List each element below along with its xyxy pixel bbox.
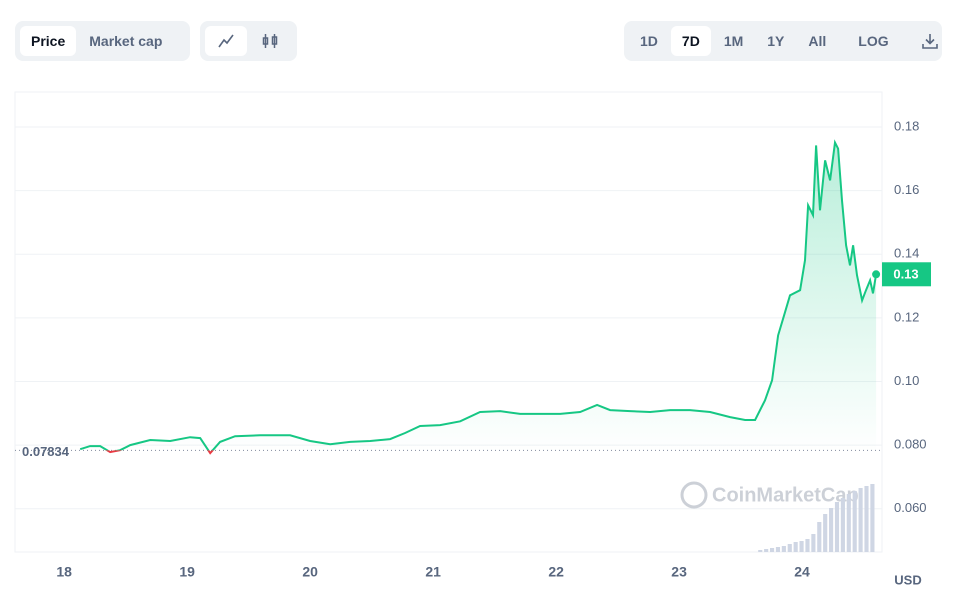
volume-bar	[846, 494, 851, 552]
volume-bar	[787, 544, 792, 552]
x-tick-label: 24	[794, 564, 810, 580]
currency-label: USD	[894, 572, 921, 587]
x-tick-label: 20	[302, 564, 318, 580]
volume-bar	[864, 486, 869, 552]
x-tick-label: 19	[179, 564, 195, 580]
y-tick-label: 0.080	[894, 437, 927, 452]
watermark-logo	[680, 481, 708, 509]
volume-bar	[758, 550, 763, 552]
x-tick-label: 23	[671, 564, 687, 580]
volume-bar	[840, 498, 845, 552]
plot-frame	[14, 91, 883, 553]
range[interactable]: 1M	[723, 33, 744, 49]
volume-bar	[799, 541, 804, 552]
x-tick-label: 22	[548, 564, 564, 580]
last-point	[872, 270, 881, 279]
volume-bar	[852, 491, 857, 552]
tab[interactable]: Market cap	[89, 33, 163, 49]
range[interactable]: 1Y	[767, 33, 785, 49]
chart-style	[200, 21, 297, 61]
y-tick-label: 0.12	[894, 309, 919, 324]
area	[80, 142, 877, 451]
watermark-text: CoinMarketCap	[712, 484, 859, 506]
x-tick-label: 21	[425, 564, 441, 580]
range[interactable]: 7D	[670, 26, 711, 56]
volume-bar	[775, 547, 781, 552]
candle-style-button[interactable]	[249, 26, 291, 56]
volume-bar	[817, 522, 822, 552]
price-line-below	[105, 450, 214, 455]
download-button[interactable]	[910, 26, 950, 56]
volume-bar	[870, 484, 875, 552]
range[interactable]: All	[808, 33, 827, 49]
volume-bar	[858, 488, 863, 552]
tab[interactable]: Price	[20, 26, 77, 56]
volume-bar	[805, 539, 810, 552]
price-badge	[882, 262, 931, 287]
y-tick-label: 0.060	[894, 500, 927, 515]
watermark: CoinMarketCap	[680, 481, 859, 509]
volume-bar	[764, 549, 769, 552]
x-tick-label: 18	[56, 564, 72, 580]
price-badge-label: 0.13	[893, 267, 918, 282]
volume-bar	[829, 508, 834, 552]
y-tick-label: 0.10	[894, 373, 919, 388]
volume-bar	[769, 548, 775, 552]
y-tick-label: 0.14	[894, 246, 919, 261]
line-icon	[218, 34, 234, 48]
reference-label: 0.07834	[22, 444, 70, 459]
range[interactable]: 1D	[640, 33, 658, 49]
price-line	[79, 139, 878, 451]
download-icon	[921, 34, 938, 49]
y-tick-label: 0.18	[894, 118, 919, 133]
candle-icon	[262, 34, 278, 48]
volume-bar	[781, 546, 786, 552]
line-style-button[interactable]	[205, 26, 247, 56]
volume-bar	[793, 542, 798, 552]
volume-bar	[834, 502, 840, 552]
metric-tabs: Price Market cap	[15, 21, 190, 61]
volume-bar	[811, 534, 816, 552]
log-toggle[interactable]: LOG	[858, 33, 889, 49]
y-tick-label: 0.16	[894, 182, 919, 197]
range-tabs: 1D 7D 1M 1Y All LOG	[624, 21, 942, 61]
volume-bar	[823, 514, 828, 552]
